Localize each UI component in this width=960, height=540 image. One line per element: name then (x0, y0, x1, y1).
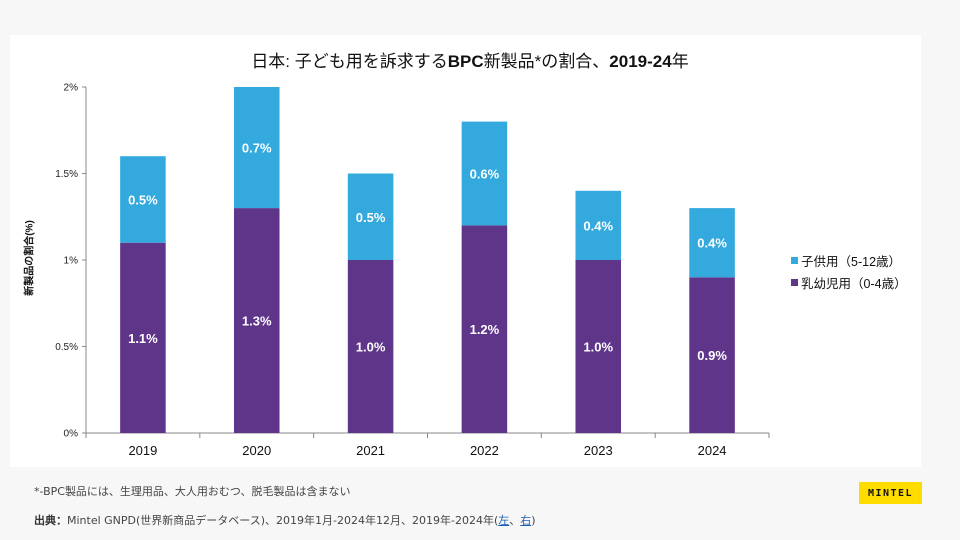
x-tick-label: 2023 (584, 443, 613, 458)
legend-item-infant: 乳幼児用（0-4歳） (791, 271, 907, 293)
title-bpc: BPC (447, 52, 484, 71)
bar-data-label: 0.7% (242, 141, 272, 156)
y-tick-label: 2% (64, 83, 79, 94)
y-axis: 0% 0.5% 1% 1.5% 2% (55, 83, 87, 440)
legend-label-child: 子供用（5-12歳） (801, 254, 902, 269)
bar-segment-infant (233, 208, 280, 433)
bar-segment-infant (120, 242, 166, 433)
y-tick-label: 1% (64, 256, 79, 267)
bar-data-label: 0.9% (697, 348, 727, 363)
title-years: 2019-24 (609, 52, 672, 71)
source-close: ) (531, 514, 536, 527)
x-tick-label: 2019 (128, 443, 157, 458)
chart-title: 日本: 子ども用を訴求するBPC新製品*の割合、2019-24年 (0, 47, 940, 72)
bar-data-label: 1.0% (356, 340, 386, 355)
x-axis: 2019 2020 2021 2022 2023 2024 (85, 432, 770, 458)
legend-label-infant: 乳幼児用（0-4歳） (801, 276, 907, 291)
bar-segment-infant (461, 225, 508, 433)
bar-data-label: 0.5% (356, 210, 386, 225)
x-tick-label: 2022 (470, 443, 499, 458)
bar-data-label: 0.5% (128, 192, 158, 207)
x-tick-label: 2021 (356, 443, 385, 458)
source-link-right[interactable]: 右 (520, 514, 532, 527)
title-suffix: 年 (671, 52, 689, 71)
bar-data-label: 0.4% (583, 218, 613, 233)
legend-item-child: 子供用（5-12歳） (791, 249, 907, 271)
y-tick-label: 1.5% (55, 169, 78, 180)
source-note: 出典：Mintel GNPD(世界新商品データベース)、2019年1月-2024… (34, 512, 536, 528)
y-tick-label: 0.5% (55, 342, 78, 353)
mintel-logo: MINTEL (859, 482, 922, 504)
x-tick-label: 2024 (698, 443, 727, 458)
bar-segment-child (347, 173, 394, 260)
source-label: 出典： (34, 514, 67, 527)
bar-segment-child (461, 121, 508, 226)
legend-swatch-child (791, 256, 798, 264)
legend-swatch-infant (791, 278, 798, 286)
bar-segment-infant (689, 277, 735, 433)
bar-segment-infant (347, 260, 394, 433)
bar-segment-child (233, 87, 280, 209)
footnote: *-BPC製品には、生理用品、大人用おむつ、脱毛製品は含まない (34, 485, 351, 498)
x-tick-label: 2020 (242, 443, 271, 458)
bar-segment-child (689, 208, 735, 278)
y-axis-label: 新製品の割合(%) (24, 220, 36, 296)
source-link-left[interactable]: 左 (498, 514, 510, 527)
bars: 1.1% 0.5% 1.3% 0.7% 1.0% 0.5% 1.2% 0.6% 1.0% 0.4%… (120, 87, 735, 433)
bar-data-label: 1.2% (470, 322, 500, 337)
bar-segment-child (575, 190, 622, 260)
bar-data-label: 0.6% (470, 167, 500, 182)
legend: 子供用（5-12歳） 乳幼児用（0-4歳） (791, 249, 907, 293)
title-middle: 新製品*の割合、 (483, 52, 610, 71)
bar-segment-child (120, 156, 166, 243)
bar-segment-infant (575, 260, 622, 433)
source-separator: 、 (509, 514, 521, 527)
bar-data-label: 1.0% (583, 340, 613, 355)
bar-data-label: 1.3% (242, 314, 272, 329)
title-prefix: 日本: 子ども用を訴求する (251, 52, 448, 71)
bar-data-label: 0.4% (697, 236, 727, 251)
bar-data-label: 1.1% (128, 331, 158, 346)
y-tick-label: 0% (64, 429, 79, 440)
source-text: Mintel GNPD(世界新商品データベース)、2019年1月-2024年12… (67, 514, 499, 527)
